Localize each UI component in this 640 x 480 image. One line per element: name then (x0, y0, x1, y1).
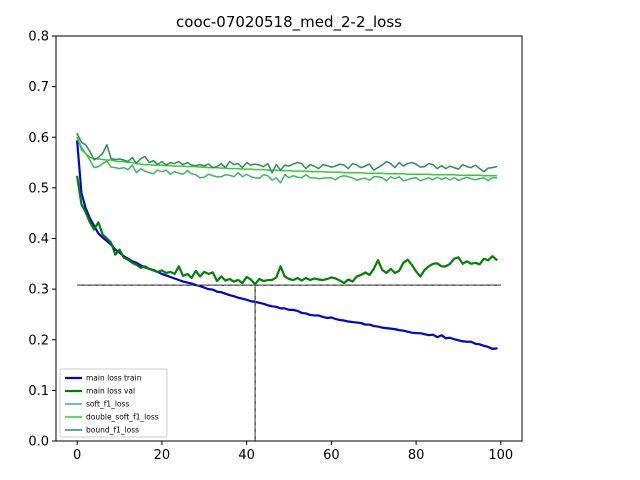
y-tick-label: 0.1 (28, 384, 49, 399)
series-line-3 (76, 136, 498, 177)
y-axis-ticks: 0.0 0.1 0.2 0.3 0.4 0.5 0.6 0.7 0.8 (28, 30, 56, 450)
y-tick-label: 0.5 (28, 181, 49, 196)
legend-label: bound_f1_loss (86, 426, 139, 435)
series-line-4 (76, 132, 498, 174)
series-line-1 (76, 175, 498, 286)
reference-lines (77, 284, 501, 441)
series-layer (76, 132, 498, 350)
y-tick-label: 0.3 (28, 283, 49, 298)
y-tick-label: 0.4 (28, 232, 49, 247)
y-tick-label: 0.7 (28, 80, 49, 95)
y-tick-label: 0.8 (28, 30, 49, 45)
series-line-2 (76, 136, 498, 184)
legend-box (59, 368, 168, 438)
legend: main loss train main loss val soft_f1_loss… (59, 368, 168, 438)
x-axis-ticks: 0 20 40 60 80 100 (73, 441, 513, 463)
chart-title: cooc-07020518_med_2-2_loss (176, 13, 402, 32)
y-tick-label: 0.6 (28, 131, 49, 146)
x-tick-label: 60 (323, 448, 340, 463)
legend-label: double_soft_f1_loss (86, 413, 159, 422)
x-tick-label: 40 (238, 448, 255, 463)
x-tick-label: 100 (488, 448, 513, 463)
x-tick-label: 0 (73, 448, 81, 463)
x-tick-label: 80 (408, 448, 425, 463)
x-tick-label: 20 (154, 448, 171, 463)
legend-label: soft_f1_loss (86, 400, 129, 409)
y-tick-label: 0.2 (28, 333, 49, 348)
legend-label: main loss train (86, 374, 142, 383)
legend-label: main loss val (86, 387, 135, 396)
y-tick-label: 0.0 (28, 435, 49, 450)
